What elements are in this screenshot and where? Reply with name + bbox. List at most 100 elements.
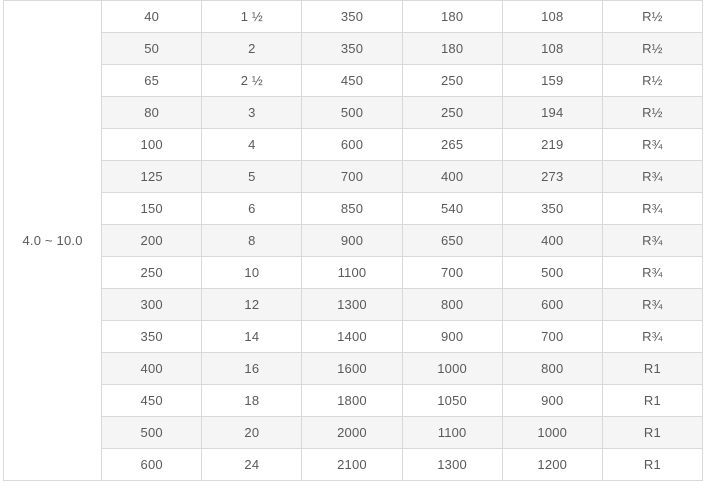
table-cell-c5: 900	[501, 384, 603, 417]
table-cell-c5: 108	[501, 0, 603, 33]
table-cell-c5: 1200	[501, 448, 603, 481]
table-cell-c4: 540	[401, 192, 503, 225]
table-cell-dn: 100	[101, 128, 203, 161]
table-cell-c5: 800	[501, 352, 603, 385]
table-cell-c3: 1400	[301, 320, 403, 353]
table-cell-dn: 400	[101, 352, 203, 385]
table-cell-c3: 1100	[301, 256, 403, 289]
table-cell-thread: R¾	[601, 192, 704, 225]
table-cell-c5: 600	[501, 288, 603, 321]
table-cell-thread: R¾	[601, 320, 704, 353]
row-group-label: 4.0 ~ 10.0	[2, 0, 103, 481]
table-cell-thread: R½	[601, 32, 704, 65]
table-row: 125 5 700 400 273 R¾	[4, 160, 704, 193]
table-cell-c3: 2000	[301, 416, 403, 449]
table-cell-c4: 400	[401, 160, 503, 193]
table-row: 600 24 2100 1300 1200 R1	[4, 448, 704, 481]
table-cell-thread: R¾	[601, 160, 704, 193]
table-row: 80 3 500 250 194 R½	[4, 96, 704, 129]
table-cell-thread: R1	[601, 352, 704, 385]
table-row: 150 6 850 540 350 R¾	[4, 192, 704, 225]
table-row: 4.0 ~ 10.0 40 1 ½ 350 180 108 R½	[2, 0, 704, 481]
table-cell-dn: 200	[101, 224, 203, 257]
table-cell-thread: R1	[601, 448, 704, 481]
table-cell-dn: 50	[101, 32, 203, 65]
table-row: 400 16 1600 1000 800 R1	[4, 352, 704, 385]
table-row: 500 20 2000 1100 1000 R1	[4, 416, 704, 449]
table-row: 100 4 600 265 219 R¾	[4, 128, 704, 161]
table-cell-inch: 24	[201, 448, 303, 481]
table-row: 350 14 1400 900 700 R¾	[4, 320, 704, 353]
table-cell-c5: 350	[501, 192, 603, 225]
table-cell-c5: 219	[501, 128, 603, 161]
table-row: 65 2 ½ 450 250 159 R½	[4, 64, 704, 97]
table-cell-inch: 14	[201, 320, 303, 353]
table-cell-inch: 12	[201, 288, 303, 321]
table-cell-c3: 700	[301, 160, 403, 193]
table-cell-dn: 40	[101, 0, 203, 33]
table-cell-c5: 159	[501, 64, 603, 97]
table-cell-c4: 700	[401, 256, 503, 289]
table-cell-thread: R1	[601, 384, 704, 417]
table-cell-c3: 1600	[301, 352, 403, 385]
table-cell-inch: 10	[201, 256, 303, 289]
table-cell-dn: 300	[101, 288, 203, 321]
table-cell-inch: 20	[201, 416, 303, 449]
table-cell-c4: 900	[401, 320, 503, 353]
table-cell-dn: 500	[101, 416, 203, 449]
pipe-specification-table: 4.0 ~ 10.0 40 1 ½ 350 180 108 R½ 50 2 350 180 108 R½…	[2, 0, 704, 481]
table-cell-inch: 5	[201, 160, 303, 193]
table-cell-c4: 800	[401, 288, 503, 321]
table-cell-c3: 1300	[301, 288, 403, 321]
table-cell-dn: 125	[101, 160, 203, 193]
table-cell-dn: 350	[101, 320, 203, 353]
table-cell-inch: 16	[201, 352, 303, 385]
table-cell-c4: 265	[401, 128, 503, 161]
table-row: 250 10 1100 700 500 R¾	[4, 256, 704, 289]
table-cell-dn: 80	[101, 96, 203, 129]
table-cell-thread: R½	[601, 64, 704, 97]
table-cell-c3: 900	[301, 224, 403, 257]
table-cell-c4: 1300	[401, 448, 503, 481]
table-cell-dn: 250	[101, 256, 203, 289]
table-cell-c3: 1800	[301, 384, 403, 417]
table-cell-thread: R¾	[601, 288, 704, 321]
table-cell-c5: 194	[501, 96, 603, 129]
table-cell-c5: 273	[501, 160, 603, 193]
table-cell-c5: 700	[501, 320, 603, 353]
table-row: 450 18 1800 1050 900 R1	[4, 384, 704, 417]
table-cell-dn: 450	[101, 384, 203, 417]
table-cell-inch: 2	[201, 32, 303, 65]
table-cell-thread: R½	[601, 96, 704, 129]
table-cell-dn: 150	[101, 192, 203, 225]
table-cell-inch: 4	[201, 128, 303, 161]
table-cell-c5: 1000	[501, 416, 603, 449]
table-cell-inch: 2 ½	[201, 64, 303, 97]
table-cell-c3: 850	[301, 192, 403, 225]
table-cell-c3: 600	[301, 128, 403, 161]
table-cell-inch: 18	[201, 384, 303, 417]
table-cell-thread: R¾	[601, 256, 704, 289]
table-cell-c3: 500	[301, 96, 403, 129]
table-cell-thread: R1	[601, 416, 704, 449]
table-cell-thread: R¾	[601, 128, 704, 161]
table-row: 200 8 900 650 400 R¾	[4, 224, 704, 257]
table-body: 4.0 ~ 10.0 40 1 ½ 350 180 108 R½ 50 2 350 180 108 R½…	[2, 0, 704, 481]
table-cell-c4: 180	[401, 0, 503, 33]
table-cell-c3: 350	[301, 0, 403, 33]
table-cell-inch: 8	[201, 224, 303, 257]
table-cell-inch: 6	[201, 192, 303, 225]
table-cell-c4: 650	[401, 224, 503, 257]
table-row: 300 12 1300 800 600 R¾	[4, 288, 704, 321]
table-cell-c5: 500	[501, 256, 603, 289]
table-cell-thread: R¾	[601, 224, 704, 257]
table-cell-c5: 108	[501, 32, 603, 65]
table-cell-inch: 3	[201, 96, 303, 129]
table-cell-c3: 450	[301, 64, 403, 97]
table-cell-c4: 250	[401, 64, 503, 97]
table-cell-thread: R½	[601, 0, 704, 33]
table-cell-c4: 1050	[401, 384, 503, 417]
table-cell-c4: 180	[401, 32, 503, 65]
table-cell-c4: 1100	[401, 416, 503, 449]
